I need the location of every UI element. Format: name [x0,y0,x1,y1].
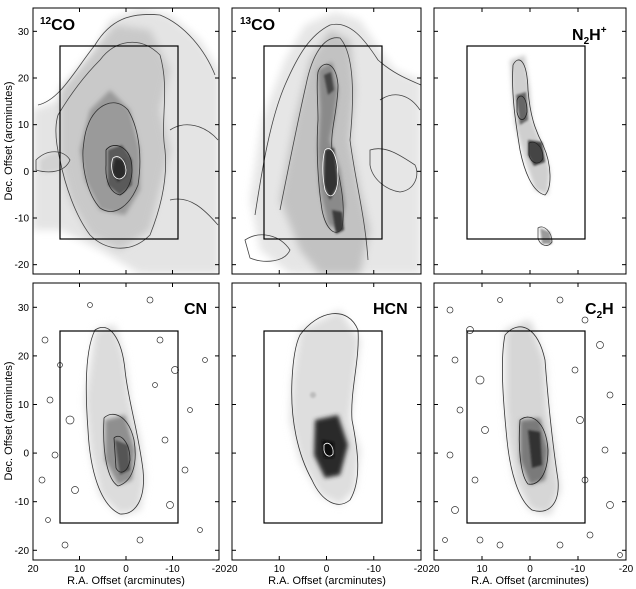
x-tick-label: 10 [476,564,488,575]
x-tick-label: 10 [274,564,286,575]
emission-map-hcn [290,310,360,505]
panel-13co: 13CO [231,7,422,275]
noise-contours-cn [38,296,208,549]
panel-label-cn: CN [184,301,207,318]
y-tick-label: 0 [23,449,29,460]
y-tick-label: 30 [18,27,30,38]
emission-map-12co [33,8,219,274]
x-axis-label-left: R.A. Offset (arcminutes) [67,575,185,587]
x-tick-label: -20 [619,564,634,575]
x-tick-label: 0 [324,564,330,575]
x-tick-label: 20 [226,564,238,575]
y-tick-label: -10 [15,497,30,508]
x-tick-label: -10 [367,564,382,575]
y-tick-label: 0 [23,167,29,178]
panel-hcn: HCN [231,282,422,561]
emission-map-13co [244,12,421,274]
noise-contours-c2h [442,296,623,558]
y-axis-label-top: Dec. Offset (arcminutes) [3,82,15,201]
x-tick-label: 0 [123,564,129,575]
panel-label-13co: 13CO [240,16,275,34]
y-tick-label: -20 [15,546,30,557]
x-tick-label: -20 [414,564,429,575]
overlay-box-13co [263,45,383,240]
y-tick-label: -20 [15,260,30,271]
panel-cn: CN [32,282,220,561]
x-tick-label: -10 [571,564,586,575]
panel-label-n2h: N2H+ [572,25,607,47]
overlay-box-hcn [263,330,383,524]
y-tick-label: 10 [18,120,30,131]
x-tick-label: 0 [527,564,533,575]
x-tick-label: -20 [212,564,227,575]
panel-label-hcn: HCN [373,301,408,318]
y-tick-label: 10 [18,400,30,411]
panel-n2h: N2H+ [433,7,627,275]
x-tick-label: 20 [428,564,440,575]
overlay-box-cn [59,330,179,524]
x-axis-label-right: R.A. Offset (arcminutes) [471,575,589,587]
emission-map-n2h [510,55,553,246]
overlay-box-c2h [466,330,586,524]
panel-c2h: C2H [433,282,627,561]
y-tick-label: -10 [15,214,30,225]
x-tick-label: -10 [165,564,180,575]
y-axis-label-bottom: Dec. Offset (arcminutes) [3,362,15,481]
panel-label-c2h: C2H [585,301,614,321]
y-tick-label: 30 [18,303,30,314]
y-tick-label: 20 [18,351,30,362]
panel-label-12co: 12CO [40,16,75,34]
panel-12co: 12CO [32,7,220,275]
emission-map-cn [38,296,208,549]
overlay-box-12co [59,45,179,240]
emission-map-c2h [442,296,623,558]
x-tick-label: 20 [27,564,39,575]
x-tick-label: 10 [74,564,86,575]
overlay-box-n2h [466,45,586,240]
y-tick-label: 20 [18,74,30,85]
x-axis-label-middle: R.A. Offset (arcminutes) [268,575,386,587]
